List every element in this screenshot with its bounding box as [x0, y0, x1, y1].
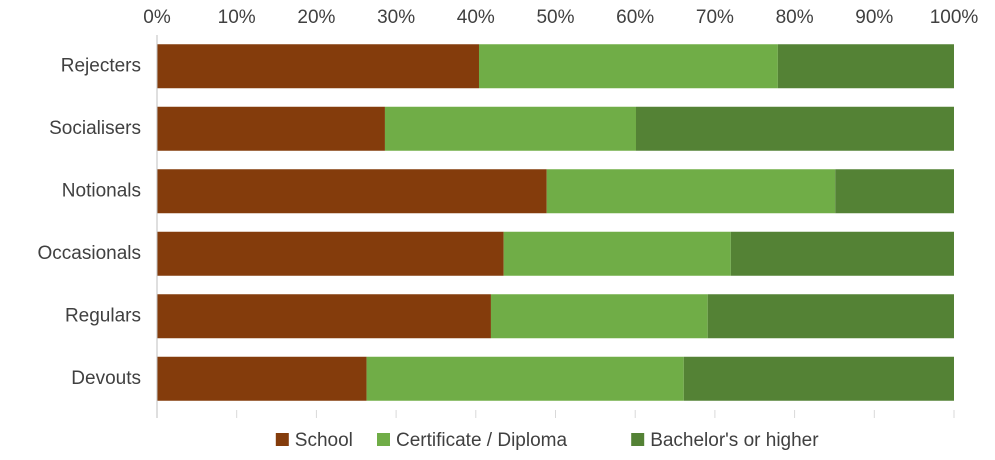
bar-segment	[157, 356, 367, 401]
y-tick-label: Regulars	[65, 305, 141, 326]
bar-segment	[366, 356, 684, 401]
y-tick-label: Devouts	[71, 368, 141, 389]
legend-label: School	[295, 430, 353, 451]
legend-label: Certificate / Diploma	[396, 430, 567, 451]
legend-label: Bachelor's or higher	[650, 430, 819, 451]
x-tick-label: 70%	[696, 7, 734, 28]
x-tick-label: 0%	[143, 7, 171, 28]
legend-swatch	[631, 433, 645, 446]
x-tick-label: 50%	[536, 7, 574, 28]
x-tick-label: 10%	[218, 7, 256, 28]
bar-segment	[157, 294, 491, 339]
x-tick-label: 100%	[930, 7, 979, 28]
bar-segment	[503, 231, 731, 276]
y-tick-label: Socialisers	[49, 118, 141, 139]
bar-segment	[157, 44, 479, 89]
bar-segment	[777, 44, 954, 89]
bar-segment	[157, 106, 385, 151]
bar-segment	[683, 356, 954, 401]
x-tick-label: 30%	[377, 7, 415, 28]
bar-segment	[490, 294, 708, 339]
bar-segment	[835, 169, 954, 214]
y-tick-label: Rejecters	[61, 55, 141, 76]
bar-segment	[730, 231, 954, 276]
bar-segment	[384, 106, 636, 151]
y-tick-label: Notionals	[62, 180, 141, 201]
y-tick-label: Occasionals	[38, 243, 142, 264]
bar-segment	[707, 294, 954, 339]
bar-segment	[157, 231, 504, 276]
bar-segment	[546, 169, 836, 214]
x-tick-label: 60%	[616, 7, 654, 28]
x-tick-label: 80%	[776, 7, 814, 28]
x-tick-label: 20%	[297, 7, 335, 28]
x-tick-label: 90%	[855, 7, 893, 28]
bar-segment	[478, 44, 778, 89]
bar-segment	[635, 106, 954, 151]
legend-swatch	[377, 433, 390, 446]
x-tick-label: 40%	[457, 7, 495, 28]
bar-segment	[157, 169, 547, 214]
legend-swatch	[275, 433, 289, 446]
